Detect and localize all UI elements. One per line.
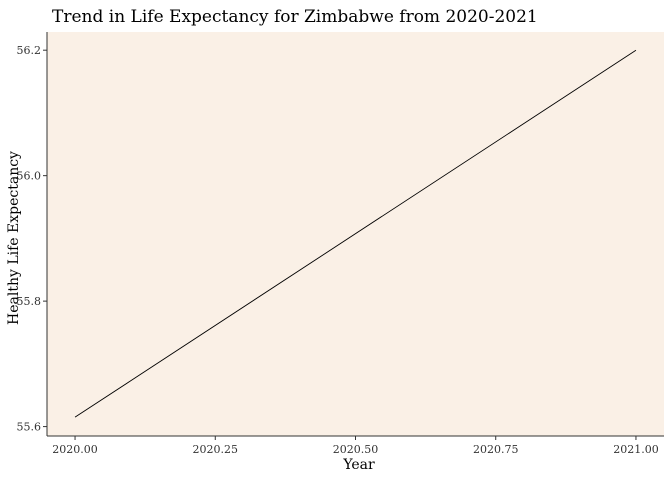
y-axis: 55.6 55.8 56.0 56.2: [17, 44, 47, 434]
series-group: [74, 49, 637, 418]
x-tick-label: 2020.25: [193, 443, 239, 456]
y-tick-label: 56.2: [17, 44, 42, 57]
chart-title: Trend in Life Expectancy for Zimbabwe fr…: [52, 7, 538, 27]
y-tick-label: 56.0: [17, 170, 42, 183]
x-tick-label: 2020.00: [52, 443, 98, 456]
series-line: [74, 49, 637, 418]
y-axis-title: Healthy Life Expectancy: [6, 151, 22, 325]
y-tick-label: 55.6: [17, 421, 42, 434]
x-tick-label: 2020.75: [473, 443, 519, 456]
y-tick-label: 55.8: [17, 295, 42, 308]
x-axis-title: Year: [342, 457, 375, 473]
x-tick-label: 2021.00: [613, 443, 659, 456]
x-tick-label: 2020.50: [333, 443, 379, 456]
x-axis: 2020.00 2020.25 2020.50 2020.75 2021.00: [52, 436, 659, 456]
